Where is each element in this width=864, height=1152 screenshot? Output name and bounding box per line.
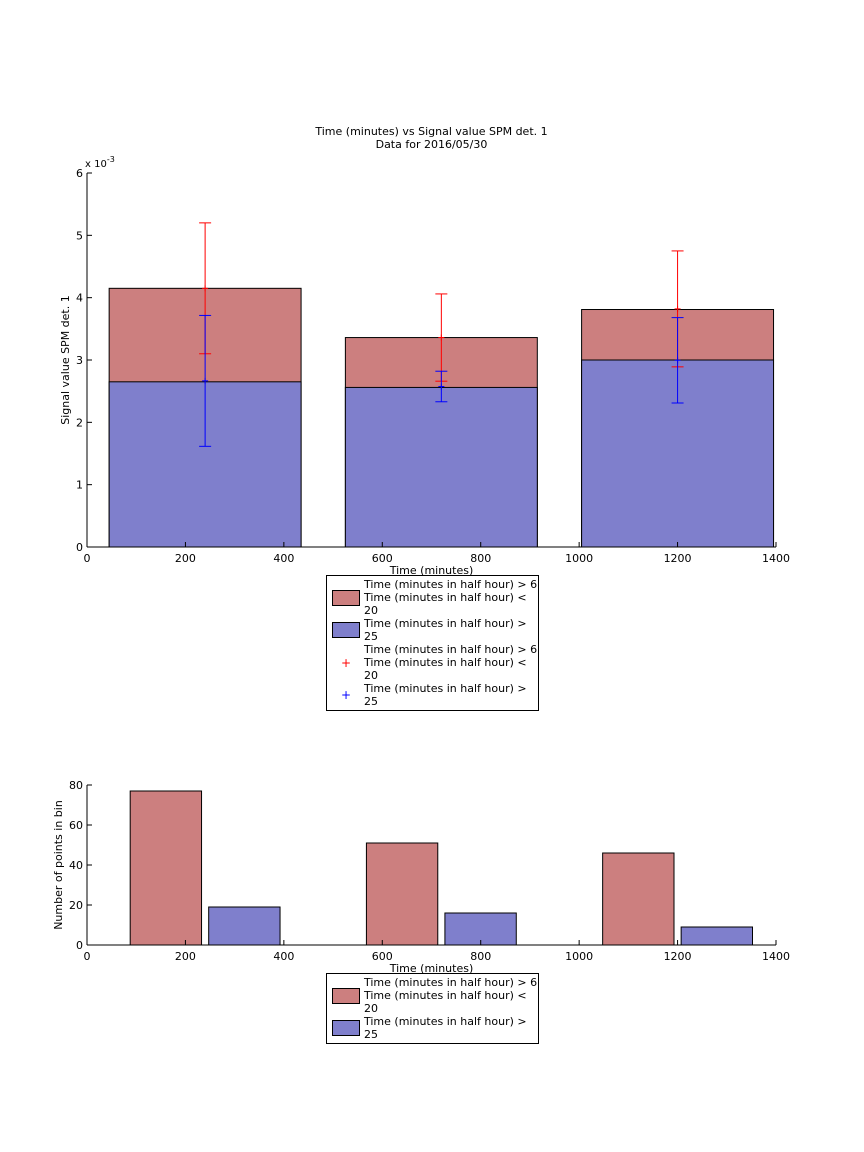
x-tick-label: 600 — [372, 552, 393, 565]
bar — [129, 790, 203, 946]
legend-label: Time (minutes in half hour) > 6 Time (mi… — [364, 643, 538, 682]
error-marker — [202, 285, 209, 292]
x-tick-label: 400 — [273, 552, 294, 565]
legend-entry: Time (minutes in half hour) > 25 — [327, 1015, 538, 1041]
y-tick-label: 1 — [76, 479, 83, 492]
legend-label: Time (minutes in half hour) > 25 — [364, 617, 527, 643]
x-tick-label: 1000 — [565, 552, 593, 565]
y-exponent: x 10-3 — [85, 155, 115, 170]
y-tick-label: 40 — [69, 859, 83, 872]
x-tick-label: 0 — [84, 552, 91, 565]
legend: Time (minutes in half hour) > 6 Time (mi… — [326, 973, 539, 1044]
y-tick-label: 80 — [69, 779, 83, 792]
bar — [602, 852, 675, 946]
y-tick-label: 3 — [76, 354, 83, 367]
legend-swatch — [332, 589, 360, 606]
x-tick-label: 0 — [84, 950, 91, 963]
legend-swatch — [332, 1020, 360, 1036]
y-axis-label: Number of points in bin — [52, 800, 65, 930]
legend: Time (minutes in half hour) > 6 Time (mi… — [326, 575, 539, 711]
y-tick-label: 20 — [69, 899, 83, 912]
x-axis-label: Time (minutes) — [389, 564, 474, 577]
bar — [365, 842, 439, 946]
y-tick-label: 60 — [69, 819, 83, 832]
error-marker — [674, 357, 681, 364]
bar — [344, 386, 538, 548]
x-tick-label: 800 — [470, 552, 491, 565]
legend-entry: Time (minutes in half hour) > 6 Time (mi… — [327, 976, 538, 1015]
x-tick-label: 400 — [273, 950, 294, 963]
error-marker — [438, 383, 445, 390]
y-axis-label: Signal value SPM det. 1 — [59, 295, 72, 425]
x-tick-label: 600 — [372, 950, 393, 963]
bar — [444, 912, 517, 946]
y-exponent-power: -3 — [107, 155, 115, 164]
x-tick-label: 200 — [175, 950, 196, 963]
x-axis-label: Time (minutes) — [389, 962, 474, 975]
y-tick-label: 0 — [76, 541, 83, 554]
chart-subtitle: Data for 2016/05/30 — [376, 138, 488, 151]
y-tick-label: 2 — [76, 416, 83, 429]
legend-label: Time (minutes in half hour) > 25 — [364, 682, 527, 708]
y-exponent-base: x 10 — [85, 159, 107, 170]
legend-label: Time (minutes in half hour) > 6 Time (mi… — [364, 976, 538, 1015]
chart-title: Time (minutes) vs Signal value SPM det. … — [314, 125, 547, 138]
y-tick-label: 0 — [76, 939, 83, 952]
x-tick-label: 200 — [175, 552, 196, 565]
legend-entry: + Time (minutes in half hour) > 25 — [327, 682, 538, 708]
y-tick-label: 6 — [76, 167, 83, 180]
bar — [208, 906, 281, 946]
x-tick-label: 1400 — [762, 950, 790, 963]
x-tick-label: 800 — [470, 950, 491, 963]
legend-label: Time (minutes in half hour) > 25 — [364, 1015, 527, 1041]
y-tick-label: 5 — [76, 229, 83, 242]
legend-entry: + Time (minutes in half hour) > 6 Time (m… — [327, 643, 538, 682]
y-tick-label: 4 — [76, 292, 83, 305]
error-marker — [202, 377, 209, 384]
legend-label: Time (minutes in half hour) > 6 Time (mi… — [364, 578, 538, 617]
error-marker — [674, 305, 681, 312]
x-tick-label: 1400 — [762, 552, 790, 565]
legend-marker: + — [340, 655, 352, 670]
bar — [680, 926, 754, 946]
x-tick-label: 1000 — [565, 950, 593, 963]
legend-swatch — [332, 987, 360, 1004]
legend-marker: + — [340, 688, 352, 702]
x-tick-label: 1200 — [664, 950, 692, 963]
error-marker — [438, 334, 445, 341]
x-tick-label: 1200 — [664, 552, 692, 565]
legend-entry: Time (minutes in half hour) > 6 Time (mi… — [327, 578, 538, 617]
legend-swatch — [332, 622, 360, 638]
legend-entry: Time (minutes in half hour) > 25 — [327, 617, 538, 643]
